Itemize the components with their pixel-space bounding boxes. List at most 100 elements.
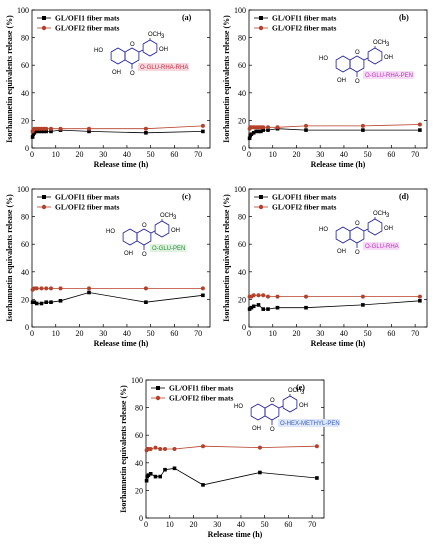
y-tick-label: 20 bbox=[135, 486, 143, 495]
data-point bbox=[201, 129, 205, 134]
legend-marker bbox=[258, 25, 264, 31]
bond bbox=[278, 405, 284, 409]
flavonoid-structure: HO OH O O OH OCH 3 O-GLU-PEN bbox=[106, 213, 187, 258]
data-point bbox=[266, 125, 270, 130]
data-point bbox=[247, 136, 252, 141]
data-point bbox=[259, 129, 263, 134]
legend-marker bbox=[41, 25, 47, 31]
data-point bbox=[144, 131, 148, 135]
legend-entry: GL/OFI1 fiber mats bbox=[55, 14, 120, 23]
series-line bbox=[32, 287, 203, 291]
x-tick-label: 50 bbox=[147, 329, 155, 338]
x-axis-title: Release time (h) bbox=[94, 339, 149, 348]
series-2 bbox=[144, 444, 319, 453]
bond bbox=[138, 49, 144, 53]
data-point bbox=[158, 474, 162, 479]
y-axis-title: Isorhamnetin equivalents release (%) bbox=[222, 194, 231, 322]
data-point bbox=[34, 129, 39, 134]
data-point bbox=[417, 122, 422, 127]
plot-frame bbox=[248, 9, 428, 149]
x-tick-label: 20 bbox=[75, 150, 83, 159]
x-axis-title: Release time (h) bbox=[311, 339, 366, 348]
x-tick-label: 40 bbox=[237, 520, 245, 529]
ring-c bbox=[349, 226, 365, 244]
label-o-ring: O bbox=[142, 223, 147, 229]
x-axis-title: Release time (h) bbox=[208, 530, 263, 539]
data-point bbox=[201, 483, 205, 487]
panel-label: (c) bbox=[182, 192, 191, 201]
ring-a bbox=[110, 47, 126, 65]
data-point bbox=[44, 300, 48, 304]
legend-marker bbox=[259, 16, 263, 20]
x-tick-label: 0 bbox=[30, 150, 34, 159]
series-2 bbox=[30, 123, 205, 134]
label-ho: HO bbox=[234, 404, 243, 410]
series-2 bbox=[247, 293, 422, 299]
chart-panel-a: 0 20 40 60 80 100 0 10 20 30 40 50 60 70 Release time … bbox=[5, 6, 211, 169]
data-point bbox=[418, 128, 422, 132]
series-line bbox=[249, 294, 420, 298]
data-point bbox=[163, 467, 167, 472]
series-2 bbox=[247, 122, 422, 131]
y-tick-label: 20 bbox=[238, 295, 246, 304]
data-point bbox=[201, 444, 205, 449]
series-line bbox=[249, 300, 420, 310]
sugar-label-bg bbox=[150, 244, 187, 252]
data-point bbox=[144, 300, 148, 304]
label-oh-bottom: OH bbox=[124, 251, 133, 257]
legend-marker bbox=[259, 195, 263, 199]
label-oh-right: OH bbox=[299, 403, 308, 409]
x-tick-label: 0 bbox=[144, 520, 148, 529]
series-line bbox=[146, 445, 317, 451]
y-tick-label: 40 bbox=[135, 459, 143, 468]
data-point bbox=[304, 123, 308, 128]
sugar-label: O-GLU-RHA-PEN bbox=[365, 73, 413, 79]
legend-entry: GL/OFI2 fiber mats bbox=[55, 203, 120, 212]
label-och3: OCH bbox=[160, 213, 173, 219]
ring-a bbox=[122, 228, 138, 246]
sugar-label: O-GLU-RHA-RHA bbox=[140, 65, 188, 71]
x-tick-label: 30 bbox=[99, 329, 107, 338]
x-tick-label: 50 bbox=[261, 520, 269, 529]
legend-marker bbox=[155, 395, 161, 401]
x-tick-label: 40 bbox=[123, 329, 131, 338]
legend-marker bbox=[41, 204, 47, 210]
ring-b bbox=[282, 395, 298, 413]
data-point bbox=[304, 128, 308, 132]
data-point bbox=[304, 305, 308, 310]
chart-panel-b: 0 20 40 60 80 100 0 10 20 30 40 50 60 70 Release time … bbox=[222, 6, 428, 169]
series-line bbox=[32, 129, 203, 138]
data-point bbox=[200, 123, 205, 128]
data-point bbox=[58, 286, 63, 291]
data-point bbox=[87, 286, 91, 291]
data-point bbox=[266, 294, 270, 299]
series-1 bbox=[247, 299, 422, 311]
data-point bbox=[32, 131, 37, 135]
plot-frame bbox=[248, 188, 428, 328]
series-1 bbox=[30, 128, 205, 139]
y-tick-label: 0 bbox=[242, 323, 246, 332]
data-point bbox=[32, 300, 37, 304]
x-tick-label: 70 bbox=[411, 329, 419, 338]
y-tick-label: 100 bbox=[131, 376, 143, 385]
flavonoid-structure: HO OH O O OH OCH 3 O-HEX-METHYL-PEN bbox=[234, 388, 340, 433]
data-point bbox=[144, 478, 149, 483]
data-point bbox=[261, 128, 265, 132]
label-o-ring: O bbox=[270, 398, 275, 404]
data-point bbox=[143, 126, 148, 131]
series-1 bbox=[144, 466, 319, 487]
data-point bbox=[37, 129, 41, 134]
data-point bbox=[266, 307, 270, 311]
data-point bbox=[153, 445, 158, 450]
ring-c bbox=[349, 55, 365, 73]
label-och3: OCH bbox=[373, 40, 386, 46]
x-tick-label: 30 bbox=[99, 150, 107, 159]
label-o-carbonyl: O bbox=[130, 71, 135, 77]
y-tick-label: 100 bbox=[17, 185, 29, 194]
label-oh-right: OH bbox=[384, 226, 393, 232]
label-oh-right: OH bbox=[159, 47, 168, 53]
label-o-carbonyl: O bbox=[142, 252, 147, 258]
